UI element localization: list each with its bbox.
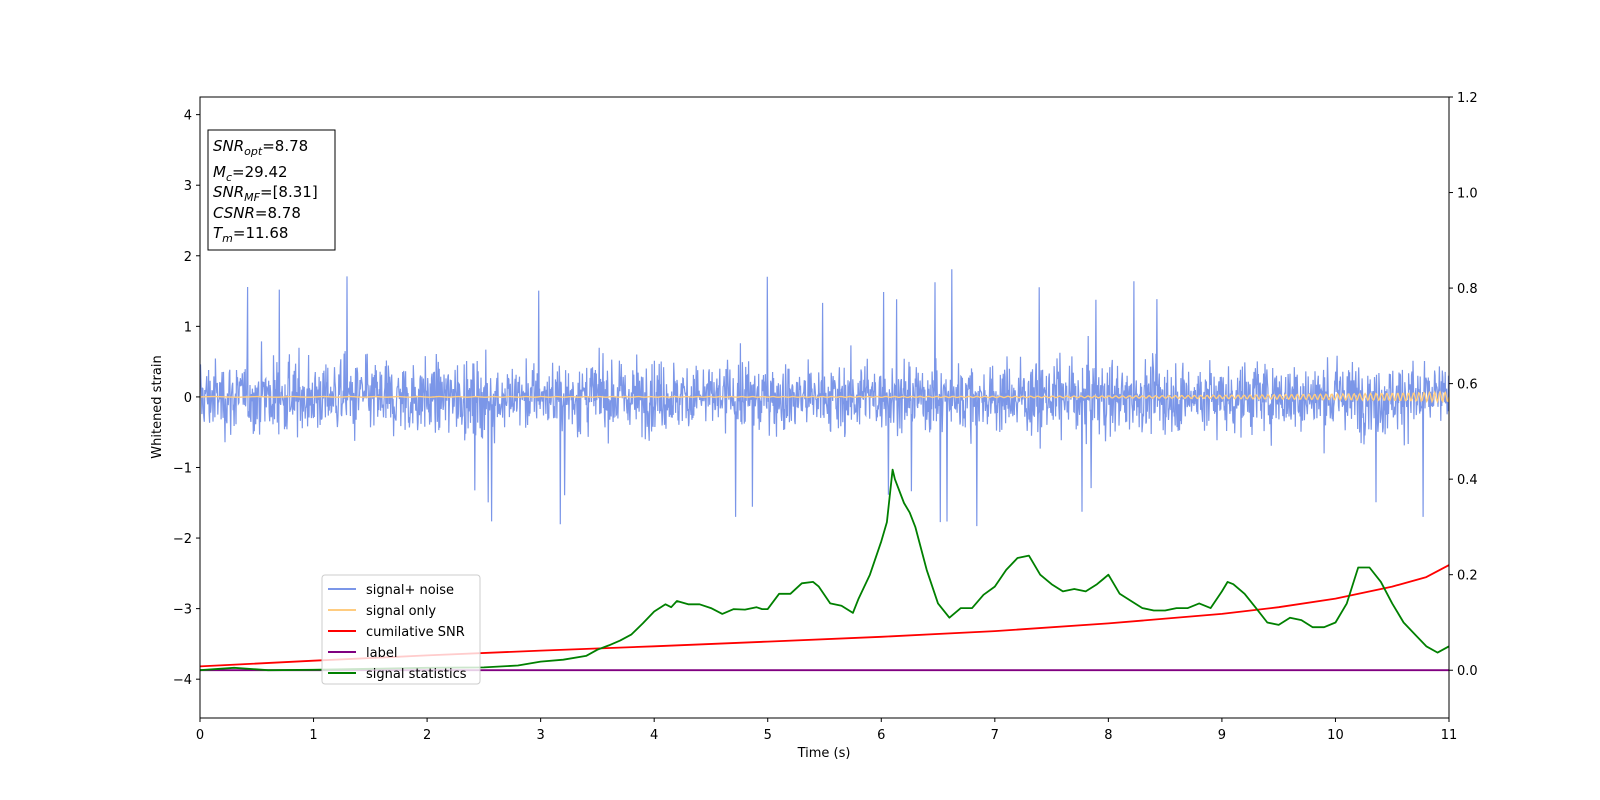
info-subscript: c (226, 171, 232, 184)
info-value: =29.42 (232, 163, 288, 181)
legend: signal+ noise signal only cumilative SNR la… (321, 574, 481, 685)
y2-tick-label: 1.2 (1457, 91, 1478, 106)
legend-frame (321, 574, 481, 685)
x-tick-label: 8 (1104, 728, 1112, 743)
y-tick-label: −2 (173, 532, 192, 547)
y-tick-label: 3 (184, 179, 192, 194)
x-tick-label: 7 (991, 728, 999, 743)
info-box-lines: SNRopt=8.78Mc=29.42SNRMF=[8.31]CSNR=8.78… (213, 137, 318, 245)
info-subscript: opt (244, 145, 263, 158)
info-box: SNRopt=8.78Mc=29.42SNRMF=[8.31]CSNR=8.78… (207, 129, 336, 251)
x-tick-label: 11 (1441, 728, 1458, 743)
y2-tick-label: 0.0 (1457, 664, 1478, 679)
info-symbol: M (213, 163, 226, 181)
plot-frame (199, 96, 1450, 719)
x-tick-label: 3 (536, 728, 544, 743)
y-tick-label: 1 (184, 320, 192, 335)
legend-label: signal only (366, 604, 436, 619)
info-value: =8.78 (262, 137, 308, 155)
y2-tick-label: 0.8 (1457, 282, 1478, 297)
y2-axis-ticks: 0.0 0.2 0.4 0.6 0.8 1.0 1.2 (1449, 91, 1478, 679)
legend-items: signal+ noise signal only cumilative SNR la… (328, 583, 467, 682)
info-line: CSNR=8.78 (213, 204, 301, 222)
legend-label: cumilative SNR (366, 625, 465, 640)
x-tick-label: 4 (650, 728, 658, 743)
x-tick-label: 6 (877, 728, 885, 743)
x-tick-label: 10 (1327, 728, 1344, 743)
y-tick-label: −1 (173, 461, 192, 476)
info-line: SNRMF=[8.31] (213, 183, 318, 204)
info-value: =[8.31] (260, 183, 318, 201)
y2-tick-label: 1.0 (1457, 187, 1478, 202)
x-tick-label: 5 (764, 728, 772, 743)
x-axis-ticks: 0 1 2 3 4 5 6 7 8 9 10 11 (196, 718, 1457, 743)
info-line: SNRopt=8.78 (213, 137, 308, 158)
y2-tick-label: 0.4 (1457, 473, 1478, 488)
y-tick-label: 2 (184, 250, 192, 265)
info-symbol: SNR (213, 137, 244, 155)
y-axis-label: Whitened strain (150, 355, 165, 458)
y2-tick-label: 0.6 (1457, 378, 1478, 393)
x-tick-label: 1 (309, 728, 317, 743)
info-value: =8.78 (255, 204, 301, 222)
series-line-signal-only (200, 390, 1449, 404)
info-subscript: MF (244, 191, 260, 204)
info-value: =11.68 (233, 224, 289, 242)
y-tick-label: 0 (184, 391, 192, 406)
y-tick-label: 4 (184, 109, 192, 124)
x-axis-label: Time (s) (797, 746, 851, 761)
series-line-signal-statistics (200, 468, 1449, 672)
info-symbol: T (213, 224, 224, 242)
legend-label: label (366, 646, 397, 661)
y2-tick-label: 0.2 (1457, 569, 1478, 584)
x-tick-label: 0 (196, 728, 204, 743)
info-symbol: SNR (213, 183, 244, 201)
info-line: Mc=29.42 (213, 163, 288, 184)
info-symbol: CSNR (213, 204, 255, 222)
info-subscript: m (222, 232, 233, 245)
y-tick-label: −4 (173, 673, 192, 688)
info-line: Tm=11.68 (213, 224, 288, 245)
x-tick-label: 2 (423, 728, 431, 743)
legend-label: signal statistics (366, 667, 467, 682)
series-line-signal-noise (200, 269, 1449, 527)
legend-label: signal+ noise (366, 583, 454, 598)
y-axis-ticks: −4 −3 −2 −1 0 1 2 3 4 (173, 109, 200, 688)
info-box-frame (207, 129, 336, 251)
y-tick-label: −3 (173, 603, 192, 618)
x-tick-label: 9 (1218, 728, 1226, 743)
